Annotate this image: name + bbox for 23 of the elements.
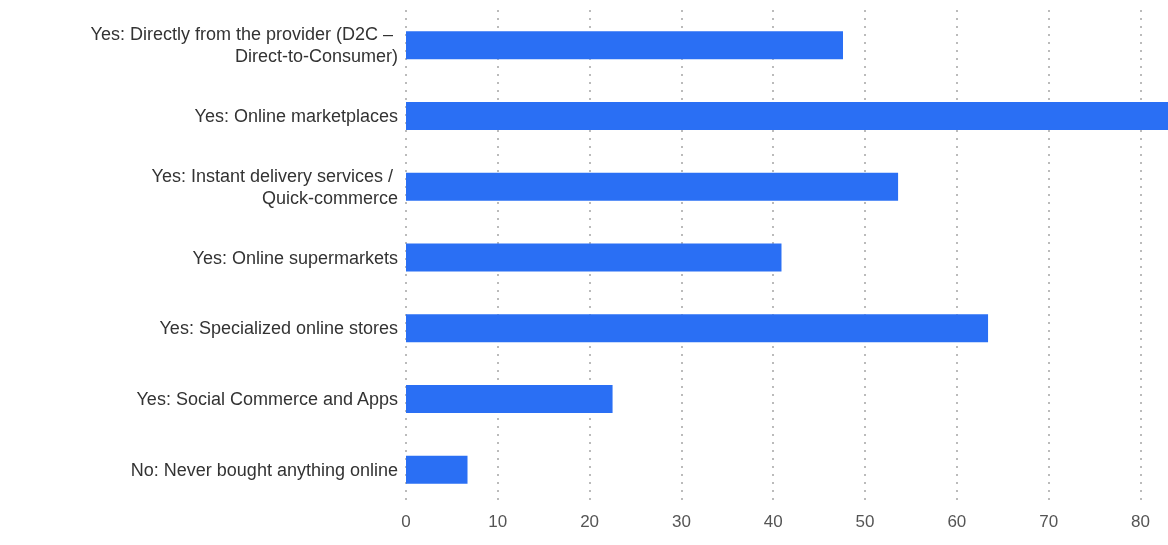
x-tick-label: 40 xyxy=(763,512,783,531)
y-tick-label: Yes: Instant delivery services / Quick-commerce xyxy=(151,165,398,208)
x-tick-label: 10 xyxy=(488,512,508,531)
y-tick-label: Yes: Social Commerce and Apps xyxy=(136,388,398,409)
bar xyxy=(406,31,843,60)
x-tick-label: 20 xyxy=(580,512,600,531)
y-tick-label: Yes: Online supermarkets xyxy=(192,247,398,268)
x-tick-label: 50 xyxy=(855,512,875,531)
bar xyxy=(406,314,989,343)
x-tick-label: 70 xyxy=(1039,512,1059,531)
bar xyxy=(406,243,782,272)
bar xyxy=(406,455,468,484)
x-tick-label: 60 xyxy=(947,512,967,531)
y-tick-label: Yes: Directly from the provider (D2C – Direct-to-Consumer) xyxy=(90,24,398,67)
y-tick-label: No: Never bought anything online xyxy=(130,459,398,480)
bar xyxy=(406,172,899,201)
bar xyxy=(406,384,613,413)
x-tick-label: 0 xyxy=(401,512,411,531)
x-tick-label: 80 xyxy=(1131,512,1150,531)
x-tick-label: 30 xyxy=(671,512,691,531)
bar xyxy=(406,102,1168,131)
y-tick-label: Yes: Online marketplaces xyxy=(194,106,398,127)
y-tick-label: Yes: Specialized online stores xyxy=(159,318,398,339)
